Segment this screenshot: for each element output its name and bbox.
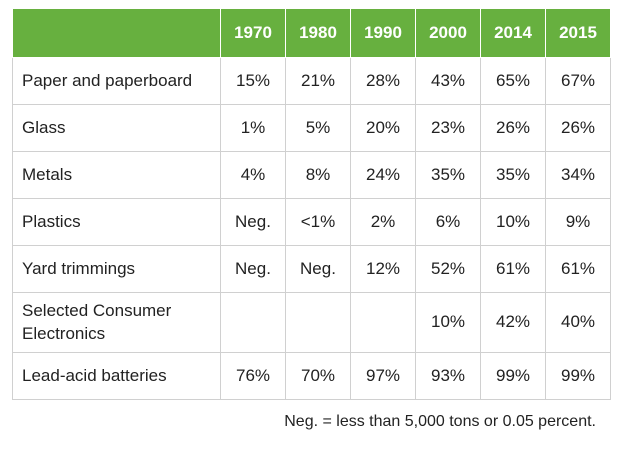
value-cell: 4% bbox=[220, 151, 286, 199]
header-cell-year: 1990 bbox=[350, 8, 416, 58]
value-cell: 93% bbox=[415, 352, 481, 400]
table-row: Plastics Neg. <1% 2% 6% 10% 9% bbox=[12, 198, 611, 246]
value-cell: 24% bbox=[350, 151, 416, 199]
value-cell: 42% bbox=[480, 292, 546, 353]
value-cell: 9% bbox=[545, 198, 611, 246]
header-cell-year: 2000 bbox=[415, 8, 481, 58]
value-cell: 35% bbox=[415, 151, 481, 199]
value-cell: 61% bbox=[545, 245, 611, 293]
header-cell-year: 1980 bbox=[285, 8, 351, 58]
value-cell: 61% bbox=[480, 245, 546, 293]
row-label: Yard trimmings bbox=[12, 245, 221, 293]
value-cell: 67% bbox=[545, 57, 611, 105]
table-body: Paper and paperboard 15% 21% 28% 43% 65% 67% Gl… bbox=[12, 57, 611, 400]
header-row: 1970 1980 1990 2000 2014 2015 bbox=[12, 8, 611, 58]
value-cell bbox=[285, 292, 351, 353]
value-cell: 76% bbox=[220, 352, 286, 400]
value-cell: 21% bbox=[285, 57, 351, 105]
header-cell-year: 2015 bbox=[545, 8, 611, 58]
value-cell: 35% bbox=[480, 151, 546, 199]
table-row: Glass 1% 5% 20% 23% 26% 26% bbox=[12, 104, 611, 152]
value-cell: 23% bbox=[415, 104, 481, 152]
value-cell: Neg. bbox=[220, 245, 286, 293]
value-cell: 70% bbox=[285, 352, 351, 400]
header-cell-empty bbox=[12, 8, 221, 58]
value-cell: 1% bbox=[220, 104, 286, 152]
table-row: Paper and paperboard 15% 21% 28% 43% 65% 67% bbox=[12, 57, 611, 105]
value-cell: 6% bbox=[415, 198, 481, 246]
value-cell: 97% bbox=[350, 352, 416, 400]
recycling-rates-table-wrapper: 1970 1980 1990 2000 2014 2015 Paper and paper… bbox=[12, 8, 611, 400]
value-cell: 28% bbox=[350, 57, 416, 105]
value-cell: 26% bbox=[545, 104, 611, 152]
row-label: Selected Consumer Electronics bbox=[12, 292, 221, 353]
value-cell: 10% bbox=[480, 198, 546, 246]
table-row: Yard trimmings Neg. Neg. 12% 52% 61% 61% bbox=[12, 245, 611, 293]
value-cell: 34% bbox=[545, 151, 611, 199]
value-cell: 52% bbox=[415, 245, 481, 293]
header-cell-year: 1970 bbox=[220, 8, 286, 58]
value-cell: Neg. bbox=[285, 245, 351, 293]
value-cell: 12% bbox=[350, 245, 416, 293]
value-cell: 8% bbox=[285, 151, 351, 199]
value-cell: 99% bbox=[545, 352, 611, 400]
row-label: Lead-acid batteries bbox=[12, 352, 221, 400]
value-cell: 26% bbox=[480, 104, 546, 152]
value-cell: 43% bbox=[415, 57, 481, 105]
value-cell bbox=[350, 292, 416, 353]
table-row: Selected Consumer Electronics 10% 42% 40% bbox=[12, 292, 611, 353]
table-footnote: Neg. = less than 5,000 tons or 0.05 perc… bbox=[284, 413, 596, 430]
value-cell: 99% bbox=[480, 352, 546, 400]
row-label: Plastics bbox=[12, 198, 221, 246]
table-header: 1970 1980 1990 2000 2014 2015 bbox=[12, 8, 611, 58]
value-cell: <1% bbox=[285, 198, 351, 246]
value-cell: 2% bbox=[350, 198, 416, 246]
value-cell: 65% bbox=[480, 57, 546, 105]
table-row: Lead-acid batteries 76% 70% 97% 93% 99% 99% bbox=[12, 352, 611, 400]
value-cell: 10% bbox=[415, 292, 481, 353]
value-cell: 15% bbox=[220, 57, 286, 105]
header-cell-year: 2014 bbox=[480, 8, 546, 58]
row-label: Metals bbox=[12, 151, 221, 199]
value-cell: 40% bbox=[545, 292, 611, 353]
table-row: Metals 4% 8% 24% 35% 35% 34% bbox=[12, 151, 611, 199]
row-label: Glass bbox=[12, 104, 221, 152]
value-cell: Neg. bbox=[220, 198, 286, 246]
value-cell: 5% bbox=[285, 104, 351, 152]
value-cell bbox=[220, 292, 286, 353]
value-cell: 20% bbox=[350, 104, 416, 152]
recycling-rates-table: 1970 1980 1990 2000 2014 2015 Paper and paper… bbox=[12, 8, 611, 400]
row-label: Paper and paperboard bbox=[12, 57, 221, 105]
